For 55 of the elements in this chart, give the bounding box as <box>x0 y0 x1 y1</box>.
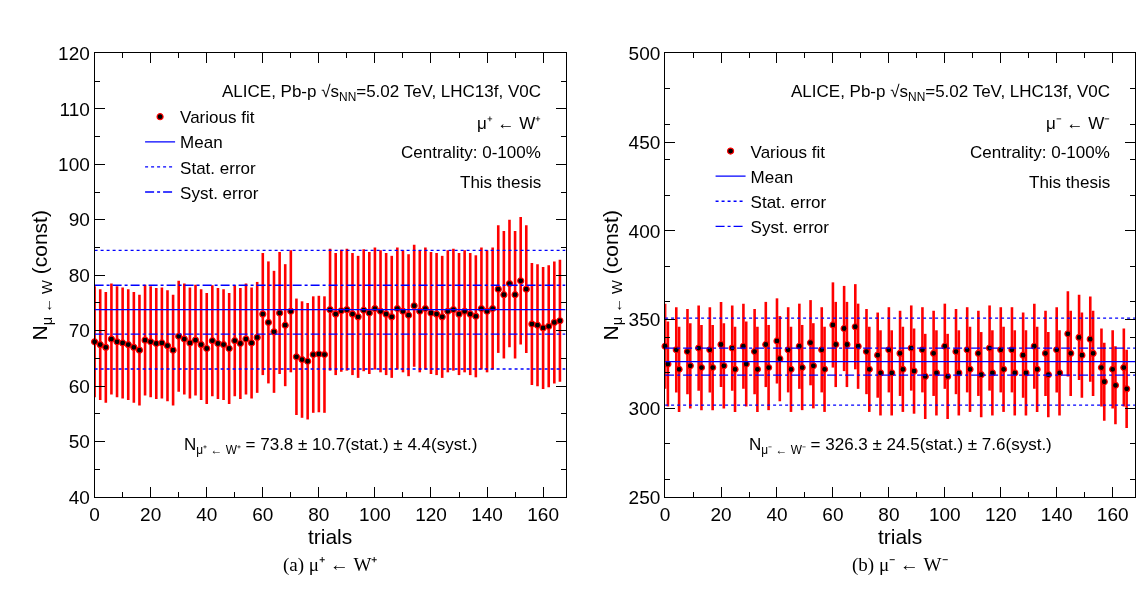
legend-label: Various fit <box>180 108 255 128</box>
x-tick-label: 60 <box>822 503 844 525</box>
y-tick-label: 500 <box>628 43 661 65</box>
y-tick-label: 60 <box>68 375 90 397</box>
y-tick-label: 110 <box>59 98 90 120</box>
annotation: This thesis <box>460 173 542 192</box>
annotation: This thesis <box>1029 173 1111 192</box>
annotation: μ⁺ ← W⁺ <box>477 114 542 133</box>
x-tick-label: 160 <box>527 503 559 525</box>
x-tick-label: 100 <box>359 503 391 525</box>
x-axis-title: trials <box>307 524 353 548</box>
legend-label: Syst. error <box>180 183 259 203</box>
annotation: ALICE, Pb-p √s$_{NN}$=5.02 TeV, LHC13f, V0C <box>222 82 542 104</box>
y-tick-label: 50 <box>68 431 90 453</box>
y-tick-label: 300 <box>628 398 661 420</box>
text: (b) μ⁻ ← W⁻ <box>852 554 948 576</box>
y-tick-label: 350 <box>628 309 661 331</box>
annotation: ALICE, Pb-p √s$_{NN}$=5.02 TeV, LHC13f, V0C <box>791 82 1111 104</box>
x-tick-label: 100 <box>928 503 961 525</box>
legend-label: Syst. error <box>750 217 830 237</box>
x-tick-label: 140 <box>1040 503 1073 525</box>
x-tick-label: 60 <box>252 503 274 525</box>
x-tick-label: 120 <box>415 503 447 525</box>
y-tick-label: 70 <box>68 320 90 342</box>
x-tick-label: 160 <box>1096 503 1129 525</box>
x-tick-label: 20 <box>710 503 732 525</box>
legend-label: Mean <box>750 167 794 187</box>
annotation: Centrality: 0-100% <box>970 143 1110 162</box>
annotation: Centrality: 0-100% <box>401 143 541 162</box>
annotation: N$_{μ⁺ ← W⁺}$ = 73.8 ± 10.7(stat.) ± 4.4(syst.) <box>184 435 478 457</box>
annotation: N$_{μ⁻ ← W⁻}$ = 326.3 ± 24.5(stat.) ± 7.6(syst.) <box>749 435 1052 457</box>
x-axis-title: trials <box>877 524 923 548</box>
legend-label: Stat. error <box>750 192 827 212</box>
x-tick-label: 40 <box>766 503 788 525</box>
x-tick-label: 0 <box>89 503 100 525</box>
x-tick-label: 80 <box>308 503 330 525</box>
y-tick-label: 250 <box>628 486 661 508</box>
legend-label: Various fit <box>750 142 826 162</box>
x-tick-label: 140 <box>471 503 503 525</box>
y-tick-label: 40 <box>68 486 90 508</box>
legend-label: Stat. error <box>180 158 256 178</box>
y-tick-label: 80 <box>68 264 90 286</box>
y-tick-label: 90 <box>68 209 90 231</box>
x-tick-label: 40 <box>196 503 218 525</box>
y-tick-label: 450 <box>628 131 661 153</box>
text: (a) μ⁺ ← W⁺ <box>283 554 378 576</box>
y-tick-label: 400 <box>628 220 661 242</box>
x-tick-label: 20 <box>140 503 162 525</box>
legend-label: Mean <box>180 133 223 153</box>
annotation: μ⁻ ← W⁻ <box>1046 114 1111 133</box>
y-tick-label: 120 <box>58 43 90 65</box>
x-tick-label: 120 <box>984 503 1017 525</box>
x-tick-label: 80 <box>878 503 900 525</box>
x-tick-label: 0 <box>659 503 671 525</box>
y-tick-label: 100 <box>58 153 90 175</box>
